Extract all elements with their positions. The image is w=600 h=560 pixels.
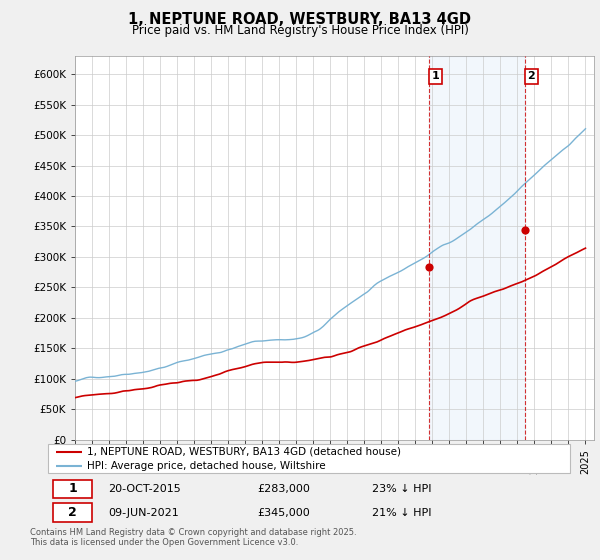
- Text: 20-OCT-2015: 20-OCT-2015: [108, 484, 181, 494]
- FancyBboxPatch shape: [53, 503, 92, 522]
- Text: 1: 1: [68, 482, 77, 495]
- Point: [520, 225, 530, 234]
- Text: 1: 1: [431, 71, 439, 81]
- FancyBboxPatch shape: [53, 479, 92, 498]
- Text: £345,000: £345,000: [257, 507, 310, 517]
- Text: £283,000: £283,000: [257, 484, 310, 494]
- Text: Price paid vs. HM Land Registry's House Price Index (HPI): Price paid vs. HM Land Registry's House …: [131, 24, 469, 36]
- Text: 21% ↓ HPI: 21% ↓ HPI: [371, 507, 431, 517]
- Text: 2: 2: [68, 506, 77, 519]
- Text: 2: 2: [527, 71, 535, 81]
- Bar: [429, 56, 525, 440]
- Text: Contains HM Land Registry data © Crown copyright and database right 2025.
This d: Contains HM Land Registry data © Crown c…: [30, 528, 356, 547]
- Text: 1, NEPTUNE ROAD, WESTBURY, BA13 4GD (detached house): 1, NEPTUNE ROAD, WESTBURY, BA13 4GD (det…: [87, 447, 401, 457]
- Text: 1, NEPTUNE ROAD, WESTBURY, BA13 4GD: 1, NEPTUNE ROAD, WESTBURY, BA13 4GD: [128, 12, 472, 27]
- FancyBboxPatch shape: [48, 444, 570, 473]
- Text: HPI: Average price, detached house, Wiltshire: HPI: Average price, detached house, Wilt…: [87, 461, 326, 471]
- Text: 09-JUN-2021: 09-JUN-2021: [108, 507, 179, 517]
- Point: [424, 263, 434, 272]
- Text: 23% ↓ HPI: 23% ↓ HPI: [371, 484, 431, 494]
